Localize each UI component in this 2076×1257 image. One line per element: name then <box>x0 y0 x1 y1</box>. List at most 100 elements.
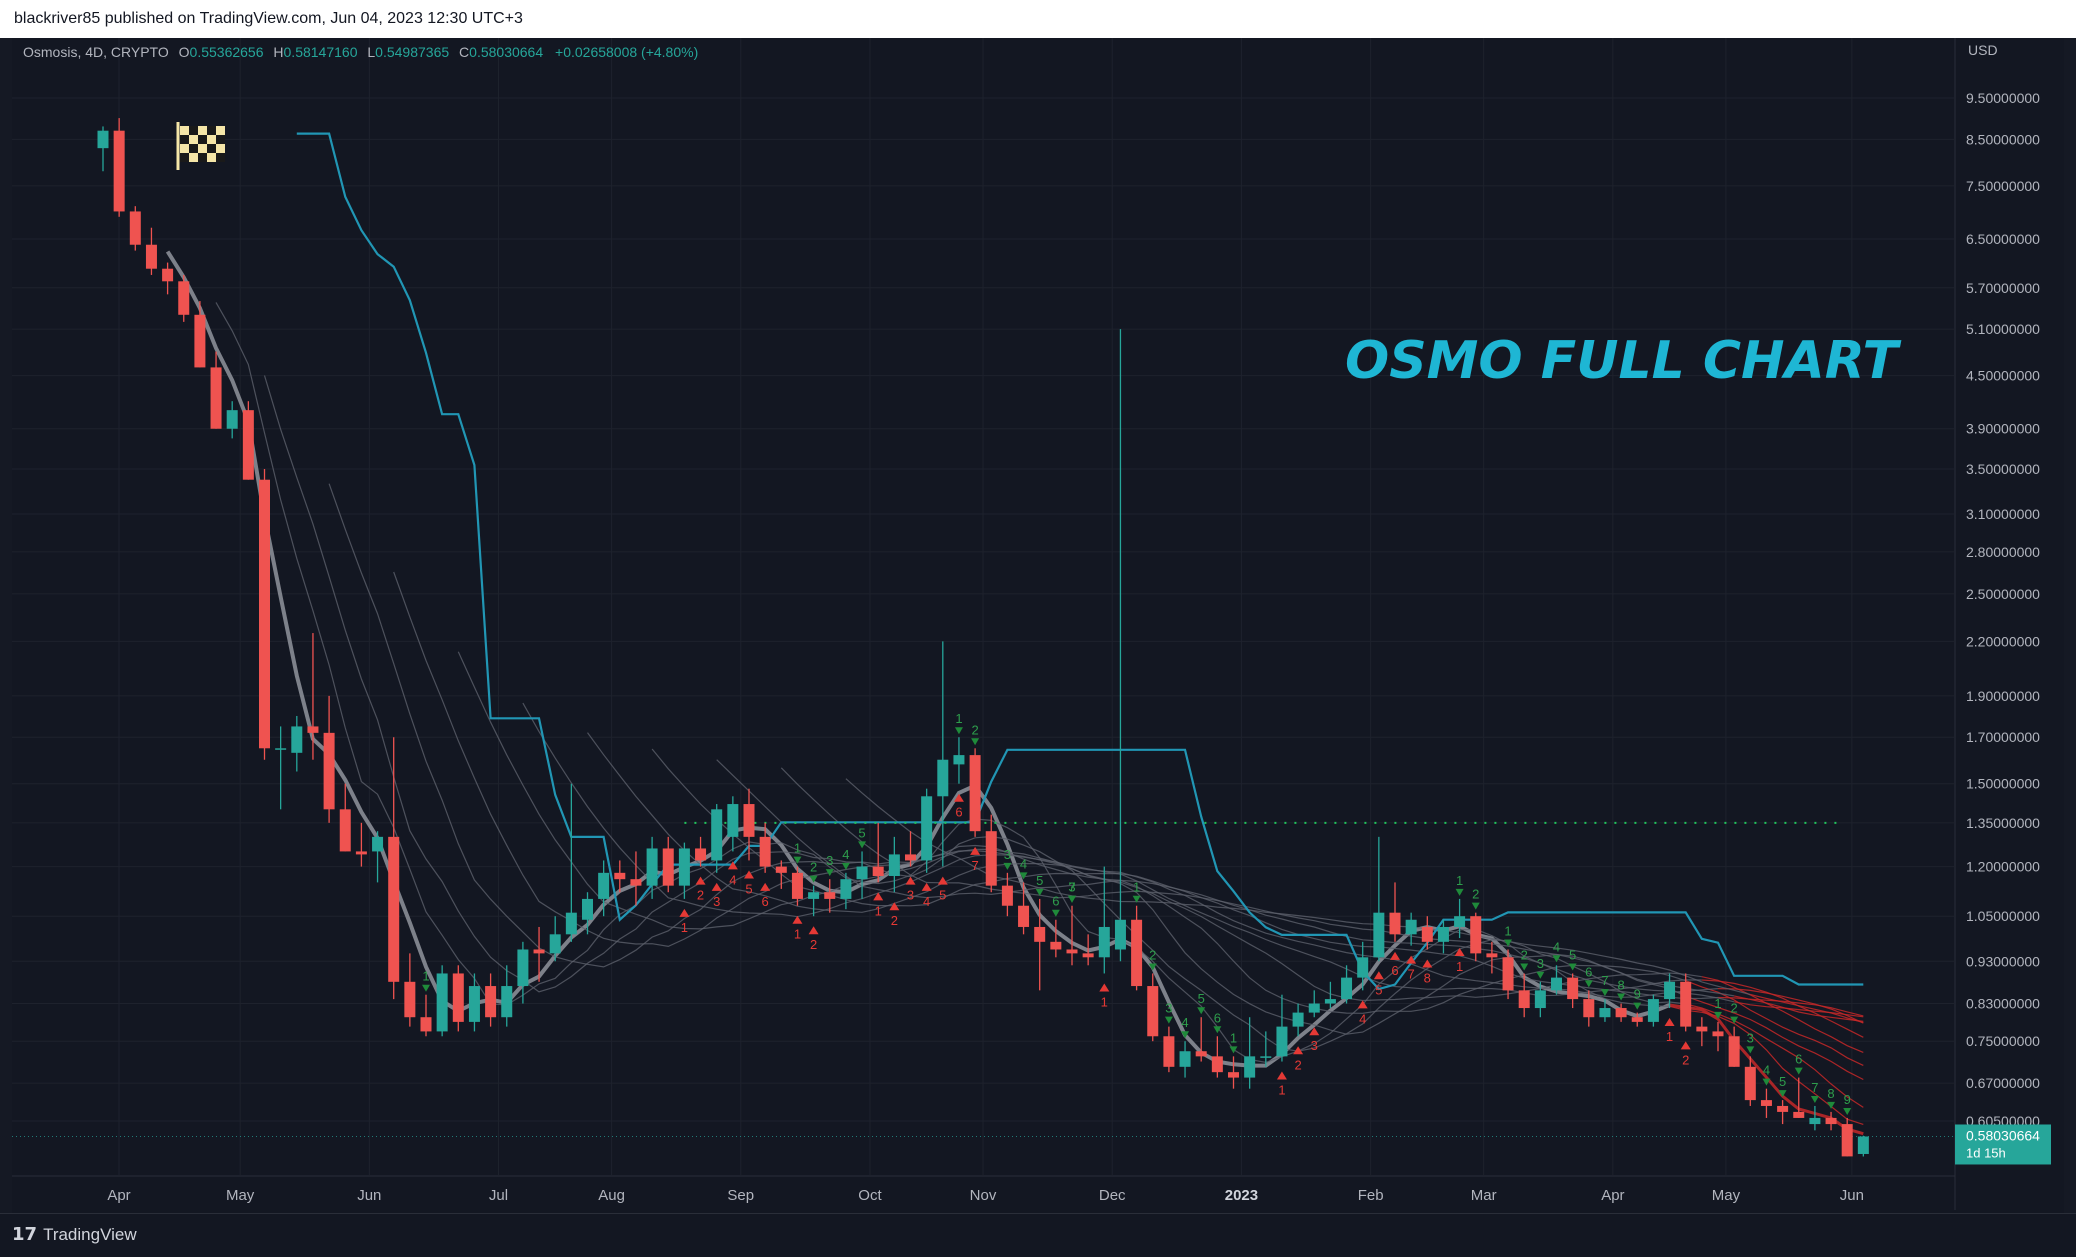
candle-down <box>178 281 190 315</box>
candle-down <box>1034 926 1046 942</box>
low-label: L <box>367 44 376 60</box>
count-label: 1 <box>955 711 962 726</box>
flag-square <box>180 153 189 162</box>
ma-line-18 <box>393 571 1686 1014</box>
count-arrow-down <box>1520 963 1529 971</box>
count-label: 1 <box>1278 1083 1285 1098</box>
count-arrow-up <box>1454 948 1465 957</box>
ma-line-22 <box>457 651 1702 1002</box>
ma-line-4 <box>165 250 1671 1068</box>
flag-square <box>207 153 216 162</box>
candle-up <box>1244 1056 1256 1078</box>
y-tick-label: 2.50000000 <box>1966 586 2040 602</box>
candle-up <box>549 934 561 954</box>
count-arrow-down <box>1181 1031 1190 1039</box>
count-label: 3 <box>1004 847 1011 862</box>
count-label: 2 <box>810 937 817 952</box>
candle-down <box>1615 1008 1627 1018</box>
ma-line-bearish-42 <box>1733 995 1864 1022</box>
count-arrow-up <box>921 882 932 891</box>
count-label: 1 <box>794 927 801 942</box>
candle-up <box>1405 919 1417 935</box>
count-label: 5 <box>858 825 865 840</box>
candle-up <box>97 130 109 149</box>
count-arrow-up <box>808 926 819 935</box>
countdown-value: 1d 15h <box>1966 1145 2006 1160</box>
count-label: 2 <box>1682 1052 1689 1067</box>
change-value: +0.02658008 (+4.80%) <box>555 44 699 60</box>
count-arrow-up <box>679 908 690 917</box>
candle-up <box>1098 926 1110 958</box>
candle-down <box>1066 949 1078 954</box>
candle-up <box>1599 1008 1611 1018</box>
count-label: 1 <box>1666 1029 1673 1044</box>
count-label: 6 <box>1585 964 1592 979</box>
x-tick-label: Dec <box>1099 1187 1126 1204</box>
candle-up <box>1534 990 1546 1009</box>
x-tick-label: Feb <box>1358 1187 1384 1204</box>
candle-down <box>1567 977 1579 1000</box>
high-label: H <box>273 44 284 60</box>
candle-up <box>1551 977 1562 991</box>
candle-down <box>1147 986 1159 1037</box>
ma-line-bearish-26 <box>1701 979 1864 1038</box>
count-label: 6 <box>955 805 962 820</box>
y-tick-label: 1.90000000 <box>1966 688 2040 704</box>
x-tick-label: Nov <box>970 1187 997 1204</box>
open-label: O <box>178 44 190 60</box>
candle-down <box>113 130 125 212</box>
y-tick-label: 3.90000000 <box>1966 421 2040 437</box>
footer-bar: 𝟭𝟳 TradingView <box>0 1213 2076 1257</box>
candle-up <box>1357 957 1369 978</box>
count-arrow-up <box>1422 959 1433 968</box>
candle-down <box>388 836 400 982</box>
count-arrow-down <box>1617 993 1626 1001</box>
y-tick-label: 3.10000000 <box>1966 506 2040 522</box>
count-label: 3 <box>1747 1030 1754 1045</box>
y-tick-label: 5.70000000 <box>1966 280 2040 296</box>
candle-up <box>1373 912 1385 958</box>
candle-up <box>436 973 448 1032</box>
count-label: 5 <box>1779 1074 1786 1089</box>
count-arrow-up <box>1406 955 1417 964</box>
candle-down <box>1825 1117 1837 1125</box>
count-arrow-down <box>1213 1026 1222 1034</box>
candle-down <box>905 854 916 861</box>
count-label: 3 <box>1165 1001 1172 1016</box>
candle-down <box>210 367 222 429</box>
ma-line-bearish-34 <box>1717 996 1864 1017</box>
ma-line-30 <box>587 732 1719 998</box>
x-tick-label: Jun <box>1840 1187 1864 1204</box>
candle-up <box>921 796 933 861</box>
count-arrow-up <box>873 892 884 901</box>
ma-line-10 <box>263 375 1686 1052</box>
candle-down <box>775 866 787 873</box>
flag-square <box>189 135 198 144</box>
currency-label[interactable]: USD <box>1968 42 1998 58</box>
count-label: 4 <box>842 847 849 862</box>
candle-down <box>1583 999 1595 1018</box>
candle-down <box>872 866 884 876</box>
count-arrow-down <box>954 727 963 735</box>
chart-frame[interactable] <box>12 38 2064 1213</box>
candle-up <box>1857 1136 1869 1154</box>
candle-down <box>1421 926 1433 942</box>
x-tick-label: Sep <box>727 1187 754 1204</box>
count-label: 3 <box>826 853 833 868</box>
count-arrow-up <box>1664 1018 1675 1027</box>
count-arrow-up <box>760 882 771 891</box>
tradingview-brand[interactable]: 𝟭𝟳 TradingView <box>12 1224 137 1245</box>
count-arrow-down <box>1827 1101 1836 1109</box>
candle-down <box>1696 1026 1708 1032</box>
candle-down <box>1777 1105 1789 1112</box>
checkered-flag-icon <box>176 122 225 170</box>
count-arrow-up <box>1680 1041 1691 1050</box>
count-label: 6 <box>1391 963 1398 978</box>
flag-square <box>189 153 198 162</box>
candles <box>97 118 1869 1157</box>
y-tick-label: 1.70000000 <box>1966 729 2040 745</box>
ma-line-bearish-38 <box>1733 1001 1864 1018</box>
count-arrow-up <box>953 793 964 802</box>
